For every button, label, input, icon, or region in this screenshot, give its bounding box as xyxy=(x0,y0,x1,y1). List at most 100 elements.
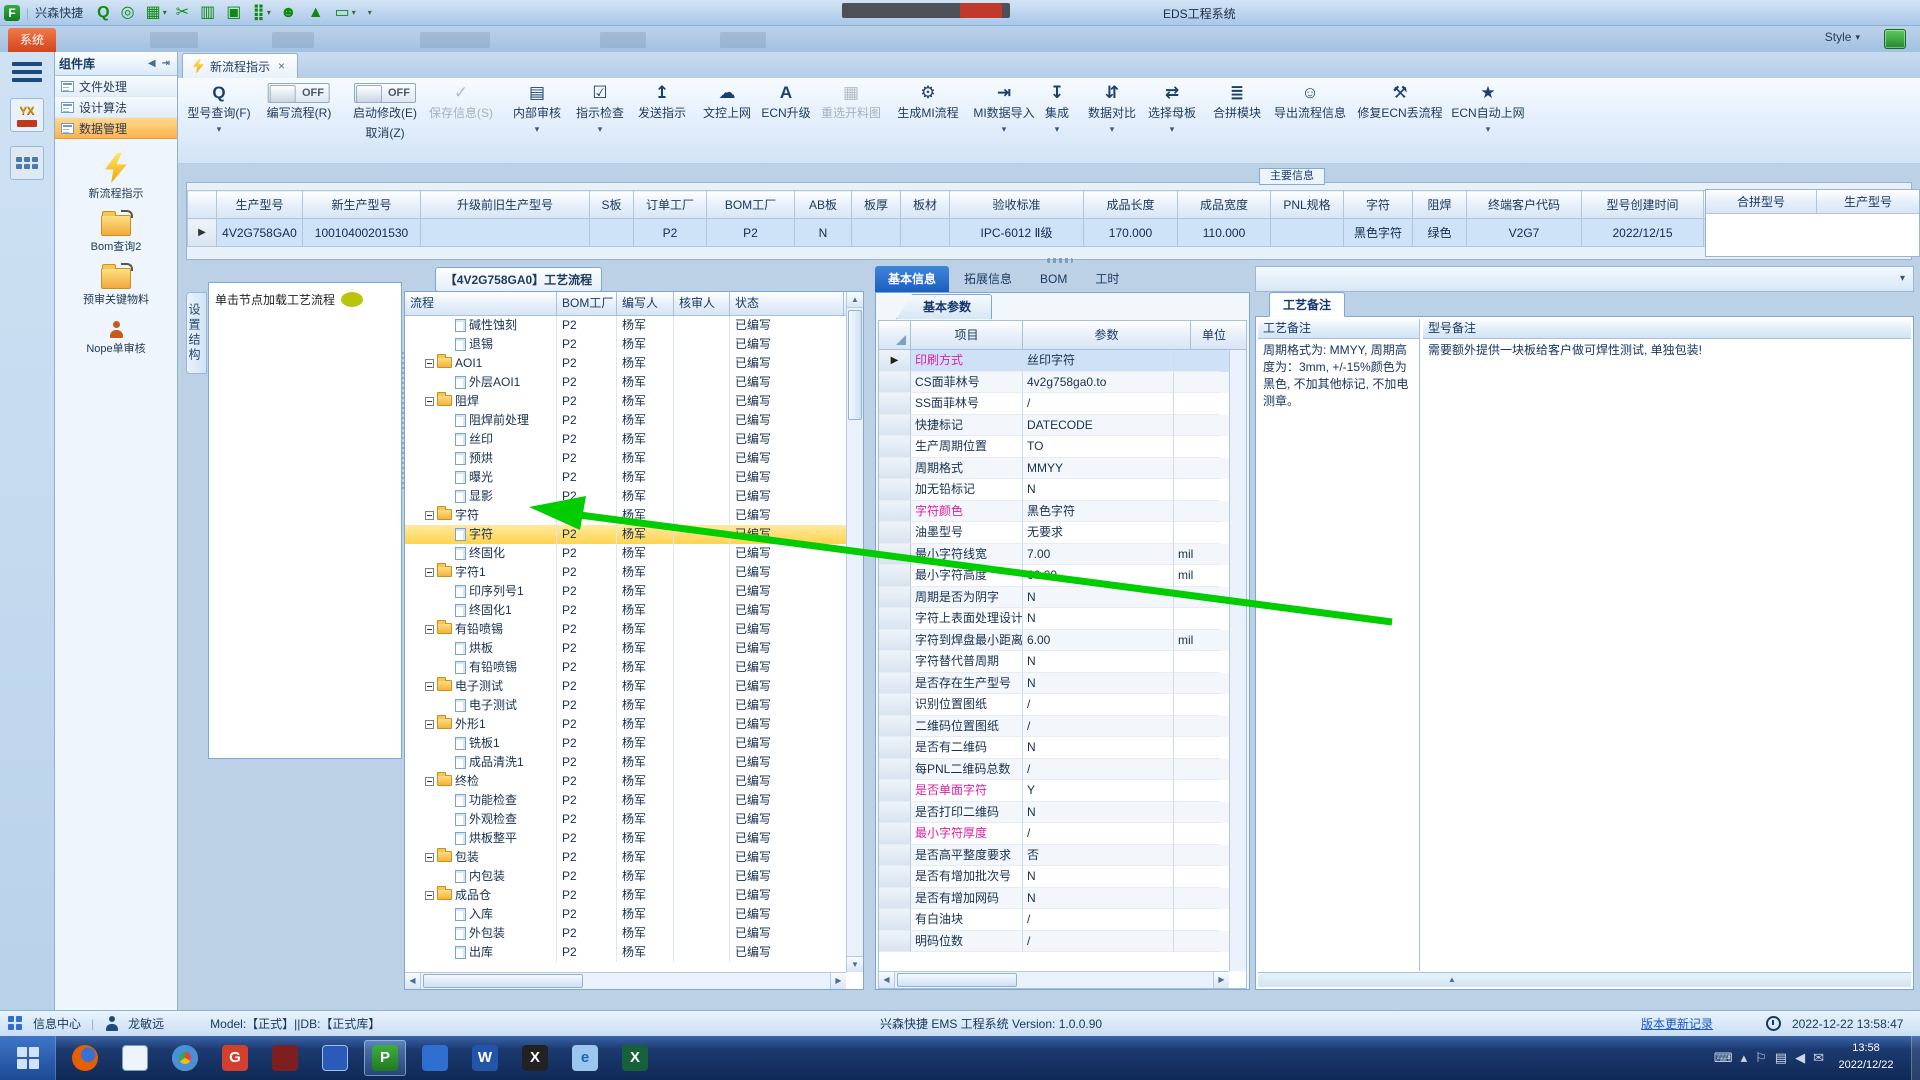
volume-icon[interactable]: ◀ xyxy=(1795,1050,1806,1065)
column-header[interactable]: 订单工厂 xyxy=(633,190,707,219)
start-modify-toggle[interactable]: OFF 启动修改(E) 取消(Z) xyxy=(351,81,419,155)
select-mother-board-button[interactable]: ⇄ 选择母板 ▾ xyxy=(1147,83,1197,134)
grid-icon[interactable]: ▦ ▾ xyxy=(145,3,167,21)
param-row[interactable]: 二维码位置图纸 / xyxy=(879,715,1229,737)
param-row[interactable]: 是否打印二维码 N xyxy=(879,801,1229,823)
dropdown-caret[interactable]: ▾ xyxy=(597,124,603,134)
dropdown-caret[interactable]: ▾ xyxy=(1054,124,1060,134)
flow-tree-row[interactable]: 有铅喷锡 P2 杨军 已编写 xyxy=(405,658,846,677)
param-row[interactable]: 有白油块 / xyxy=(879,909,1229,931)
dropdown-caret[interactable]: ▾ xyxy=(216,124,222,134)
param-row[interactable]: 字符颜色 黑色字符 xyxy=(879,500,1229,522)
eds-app-icon[interactable]: P xyxy=(364,1040,406,1076)
scroll-right-icon[interactable]: ▶ xyxy=(830,973,846,989)
scroll-left-icon[interactable]: ◀ xyxy=(879,972,895,988)
quick-access-overflow[interactable]: ▾ xyxy=(367,8,372,17)
flow-tree-row[interactable]: 电子测试 P2 杨军 已编写 xyxy=(405,677,846,696)
tree-expander-icon[interactable] xyxy=(425,511,434,520)
wps-app-icon[interactable]: W xyxy=(464,1040,506,1076)
column-header[interactable]: 板材 xyxy=(900,190,950,219)
flow-tree-row[interactable]: 外包装 P2 杨军 已编写 xyxy=(405,924,846,943)
scissors-icon[interactable]: ✂ xyxy=(175,3,190,21)
vertical-scrollbar[interactable]: ▲ ▼ xyxy=(846,292,863,972)
param-tab[interactable]: BOM xyxy=(1040,272,1068,286)
flow-tree-row[interactable]: 终固化1 P2 杨军 已编写 xyxy=(405,601,846,620)
ecn-upgrade-button[interactable]: A ECN升级 xyxy=(759,81,812,136)
param-row[interactable]: 周期是否为阴字 N xyxy=(879,586,1229,608)
taskbar-clock[interactable]: 13:58 2022/12/22 xyxy=(1826,1040,1906,1074)
column-header[interactable]: 终端客户代码 xyxy=(1466,190,1582,219)
scroll-up-icon[interactable]: ▲ xyxy=(1448,975,1456,984)
scrollbar-thumb[interactable] xyxy=(848,310,862,420)
sidebar-section[interactable]: 设计算法 xyxy=(55,97,177,118)
column-header[interactable]: 成品宽度 xyxy=(1177,190,1271,219)
dropdown-caret[interactable] xyxy=(759,125,812,136)
info-center-label[interactable]: 信息中心 xyxy=(33,1017,82,1031)
x-dark-app-icon[interactable]: X xyxy=(514,1040,556,1076)
flow-tree-row[interactable]: 外形1 P2 杨军 已编写 xyxy=(405,715,846,734)
sidebar-shortcut[interactable]: Nope单审核 xyxy=(55,321,177,356)
sidebar-section[interactable]: 文件处理 xyxy=(55,76,177,97)
column-header[interactable]: 生产型号 xyxy=(1817,190,1919,214)
column-header[interactable]: 型号创建时间 xyxy=(1581,190,1704,219)
scroll-right-icon[interactable]: ▶ xyxy=(1213,972,1229,988)
flow-tree-row[interactable]: 电子测试 P2 杨军 已编写 xyxy=(405,696,846,715)
param-row[interactable]: 快捷标记 DATECODE xyxy=(879,414,1229,436)
sidebar-shortcut[interactable]: 预审关键物料 xyxy=(55,263,177,307)
column-header[interactable]: 状态 xyxy=(730,292,844,315)
flow-tree-row[interactable]: 终固化 P2 杨军 已编写 xyxy=(405,544,846,563)
column-header[interactable]: 升级前旧生产型号 xyxy=(420,190,590,219)
dropdown-caret[interactable]: ▾ xyxy=(1485,124,1491,134)
column-header[interactable]: AB板 xyxy=(794,190,852,219)
excel-app-icon[interactable]: X xyxy=(614,1040,656,1076)
dropdown-caret[interactable] xyxy=(351,144,419,155)
sidebar-shortcut[interactable]: Bom查询2 xyxy=(55,210,177,254)
hidden-icons-chevron[interactable]: ▴ xyxy=(1740,1050,1748,1065)
flow-tree-row[interactable]: 丝印 P2 杨军 已编写 xyxy=(405,430,846,449)
dropdown-caret[interactable] xyxy=(1355,125,1444,136)
column-header[interactable]: 阻焊 xyxy=(1412,190,1467,219)
show-desktop-button[interactable] xyxy=(1911,1036,1920,1080)
tree-expander-icon[interactable] xyxy=(425,359,434,368)
column-header[interactable]: 新生产型号 xyxy=(302,190,421,219)
dropdown-caret[interactable]: ▾ xyxy=(1001,124,1007,134)
doc-control-upload-button[interactable]: ☁ 文控上网 xyxy=(701,81,753,136)
document-app-icon[interactable] xyxy=(114,1040,156,1076)
pin-icon[interactable]: ⇥ xyxy=(161,58,170,69)
scroll-down-icon[interactable]: ▼ xyxy=(847,956,863,972)
column-header[interactable]: 参数 xyxy=(1023,321,1191,349)
lifebuoy-icon[interactable]: ◎ xyxy=(120,3,135,21)
message-icon[interactable]: ✉ xyxy=(1813,1050,1824,1065)
save-info-button[interactable]: ✓ 保存信息(S) xyxy=(427,81,495,136)
param-row[interactable]: 是否有增加网码 N xyxy=(879,887,1229,909)
grid-icon[interactable] xyxy=(8,1016,23,1031)
dropdown-caret[interactable] xyxy=(701,125,753,136)
param-tab[interactable]: 基本信息 xyxy=(875,266,950,292)
scrollbar-thumb[interactable] xyxy=(897,973,1017,987)
flow-tree-row[interactable]: 曝光 P2 杨军 已编写 xyxy=(405,468,846,487)
mi-data-import-button[interactable]: ⇥ MI数据导入 ▾ xyxy=(973,83,1035,134)
collapse-icon[interactable]: ◀ xyxy=(147,58,156,69)
tree-expander-icon[interactable] xyxy=(425,397,434,406)
version-update-link[interactable]: 版本更新记录 xyxy=(1641,1017,1714,1031)
search-icon[interactable]: Q xyxy=(97,3,110,21)
dropdown-caret[interactable]: ▾ xyxy=(1109,124,1115,134)
param-row[interactable]: SS面菲林号 / xyxy=(879,393,1229,415)
tab-new-flow-instruction[interactable]: 新流程指示 × xyxy=(182,53,299,78)
flow-tree-row[interactable]: 有铅喷锡 P2 杨军 已编写 xyxy=(405,620,846,639)
export-flow-info-button[interactable]: ☺ 导出流程信息 xyxy=(1272,81,1348,136)
column-header[interactable]: 核审人 xyxy=(674,292,730,315)
flow-tree-row[interactable]: AOI1 P2 杨军 已编写 xyxy=(405,354,846,373)
maroon-app-icon[interactable] xyxy=(264,1040,306,1076)
fix-ecn-lost-flow-button[interactable]: ⚒ 修复ECN丢流程 xyxy=(1355,81,1444,136)
tree-expander-icon[interactable] xyxy=(425,720,434,729)
generate-mi-flow-button[interactable]: ⚙ 生成MI流程 xyxy=(895,81,960,136)
flow-tree-row[interactable]: 功能检查 P2 杨军 已编写 xyxy=(405,791,846,810)
firefox-icon[interactable] xyxy=(64,1040,106,1076)
param-row[interactable]: 是否存在生产型号 N xyxy=(879,672,1229,694)
red-app-icon[interactable]: G xyxy=(214,1040,256,1076)
dropdown-caret[interactable]: ▾ xyxy=(1169,124,1175,134)
column-header[interactable]: BOM工厂 xyxy=(557,292,617,315)
column-header[interactable]: 项目 xyxy=(911,321,1023,349)
menu-icon[interactable] xyxy=(12,60,42,84)
